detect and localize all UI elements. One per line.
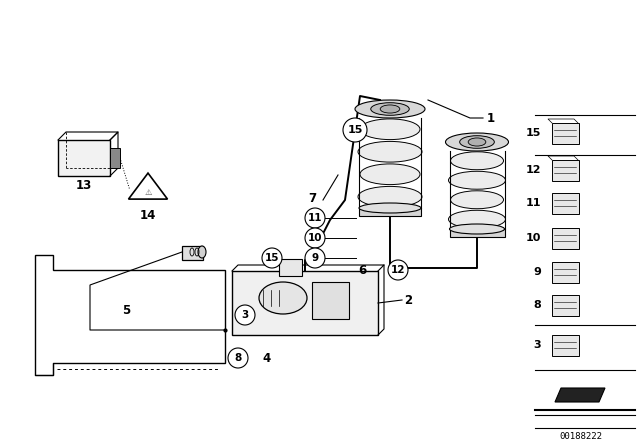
Circle shape (228, 348, 248, 368)
FancyBboxPatch shape (58, 140, 110, 176)
Ellipse shape (358, 186, 422, 207)
Text: 15: 15 (265, 253, 279, 263)
Ellipse shape (359, 203, 421, 213)
Ellipse shape (468, 138, 486, 146)
Circle shape (388, 260, 408, 280)
Ellipse shape (198, 246, 206, 258)
Ellipse shape (449, 171, 506, 189)
Text: 11: 11 (308, 213, 323, 223)
FancyBboxPatch shape (359, 208, 421, 216)
Text: 15: 15 (348, 125, 363, 135)
Text: 00188222: 00188222 (559, 431, 602, 440)
FancyBboxPatch shape (449, 229, 504, 237)
Ellipse shape (358, 142, 422, 162)
FancyBboxPatch shape (552, 228, 579, 249)
Circle shape (343, 118, 367, 142)
Polygon shape (555, 388, 605, 402)
Circle shape (305, 228, 325, 248)
Text: 8: 8 (533, 300, 541, 310)
Text: 2: 2 (404, 293, 412, 306)
Text: 9: 9 (533, 267, 541, 277)
FancyBboxPatch shape (110, 148, 120, 168)
Ellipse shape (451, 152, 504, 170)
Text: 8: 8 (234, 353, 242, 363)
Text: 3: 3 (533, 340, 541, 350)
Text: 6: 6 (358, 263, 366, 276)
Ellipse shape (360, 164, 420, 185)
Circle shape (262, 248, 282, 268)
FancyBboxPatch shape (552, 122, 579, 143)
FancyBboxPatch shape (552, 159, 579, 181)
Text: 10: 10 (525, 233, 541, 243)
Ellipse shape (449, 210, 506, 228)
Polygon shape (129, 173, 168, 199)
Text: 11: 11 (525, 198, 541, 208)
Ellipse shape (460, 136, 494, 148)
FancyBboxPatch shape (552, 262, 579, 283)
Text: 5: 5 (122, 303, 131, 316)
Ellipse shape (449, 224, 504, 234)
Ellipse shape (445, 133, 509, 151)
FancyBboxPatch shape (552, 294, 579, 315)
FancyBboxPatch shape (552, 193, 579, 214)
Text: 10: 10 (308, 233, 323, 243)
Ellipse shape (355, 100, 425, 118)
Ellipse shape (360, 119, 420, 140)
Text: 15: 15 (525, 128, 541, 138)
Text: ⚠: ⚠ (144, 188, 152, 197)
Circle shape (305, 208, 325, 228)
Circle shape (235, 305, 255, 325)
FancyBboxPatch shape (312, 282, 349, 319)
Text: 3: 3 (241, 310, 248, 320)
Ellipse shape (451, 191, 504, 209)
Ellipse shape (380, 105, 400, 113)
FancyBboxPatch shape (278, 258, 301, 276)
Text: 7: 7 (308, 191, 316, 204)
FancyBboxPatch shape (552, 335, 579, 356)
FancyBboxPatch shape (232, 271, 378, 335)
Text: 12: 12 (391, 265, 405, 275)
Text: 13: 13 (76, 178, 92, 191)
Text: 14: 14 (140, 208, 156, 221)
FancyBboxPatch shape (182, 246, 202, 259)
Circle shape (305, 248, 325, 268)
Text: 1: 1 (487, 112, 495, 125)
Text: 12: 12 (525, 165, 541, 175)
Ellipse shape (259, 282, 307, 314)
Text: 9: 9 (312, 253, 319, 263)
Ellipse shape (371, 103, 409, 115)
Text: 4: 4 (262, 352, 270, 365)
